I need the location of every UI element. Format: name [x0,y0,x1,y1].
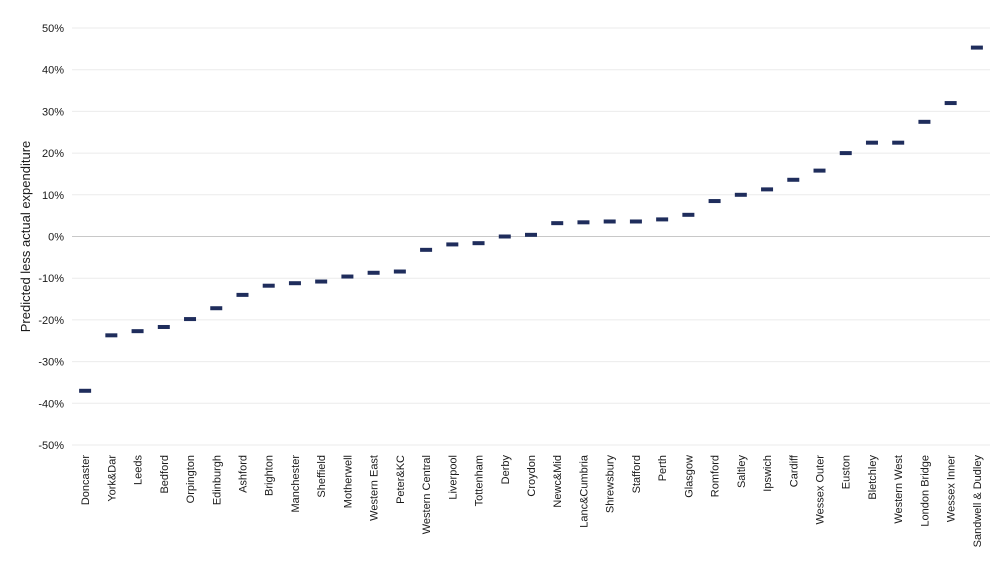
x-tick-label: Sandwell & Dudley [972,455,984,548]
data-point [420,247,433,252]
data-point [813,168,826,173]
x-tick-label: Edinburgh [211,455,223,505]
x-tick-label: London Bridge [919,455,931,527]
x-tick-label: Euston [841,455,853,489]
x-tick-label: Liverpool [447,455,459,500]
data-point [708,199,721,204]
x-tick-label: Lanc&Cumbria [578,454,590,528]
x-tick-label: Stafford [631,455,643,493]
x-tick-label: Orpington [185,455,197,503]
data-marks [79,45,983,393]
data-point [105,333,118,338]
data-point [498,234,511,239]
data-point [79,388,92,393]
data-point [262,283,275,288]
data-point [367,270,380,275]
y-tick-label: 0% [48,232,64,244]
y-tick-label: -40% [38,398,64,410]
data-point [472,241,485,246]
x-tick-label: Doncaster [80,455,92,505]
x-tick-label: Motherwell [342,455,354,508]
x-tick-label: Saltley [736,455,748,489]
y-tick-label: 40% [42,65,64,77]
x-tick-label: York&Dar [106,455,118,502]
data-point [184,317,197,322]
data-point [577,220,590,225]
data-point [839,151,852,156]
data-point [970,45,983,50]
y-axis-ticks: -50% -40% -30% -20% -10% 0% 10% 20% 30% 40% 50% [38,23,64,452]
x-tick-label: Wessex Inner [946,455,958,522]
x-tick-label: Western Central [421,455,433,534]
data-point [210,306,223,311]
x-tick-label: Ipswich [762,455,774,492]
data-point [865,140,878,145]
data-point [288,281,301,286]
x-tick-label: Tottenham [474,455,486,506]
data-point [734,192,747,197]
x-tick-label: Wessex Outer [815,455,827,525]
data-point [393,269,406,274]
data-point [551,221,564,226]
data-point [315,279,328,284]
x-tick-label: Leeds [133,455,145,485]
x-tick-label: Ashford [237,455,249,493]
y-tick-label: -30% [38,357,64,369]
x-tick-label: Manchester [290,455,302,513]
x-tick-label: Newc&Mid [552,455,564,508]
data-point [656,217,669,222]
y-tick-label: 20% [42,148,64,160]
y-tick-label: -50% [38,440,64,452]
data-point [131,329,144,334]
y-tick-label: 30% [42,106,64,118]
data-point [446,242,459,247]
y-tick-label: 50% [42,23,64,35]
data-point [525,232,537,237]
x-axis-ticks: Doncaster York&Dar Leeds Bedford Orpington Ed… [80,454,984,547]
data-point [341,274,354,279]
x-tick-label: Bedford [159,455,171,494]
data-point [787,177,800,182]
y-tick-label: -10% [38,273,64,285]
x-tick-label: Western East [369,455,381,521]
y-tick-label: -20% [38,315,64,327]
data-point [892,140,905,145]
x-tick-label: Bletchley [867,455,879,500]
x-tick-label: Derby [500,455,512,485]
x-tick-label: Brighton [264,455,276,496]
data-point [761,187,774,192]
x-tick-label: Glasgow [683,455,695,498]
data-point [236,292,249,297]
y-tick-label: 10% [42,190,64,202]
data-point [682,212,695,217]
data-point [629,219,642,224]
data-point [918,119,931,124]
x-tick-label: Romford [710,455,722,497]
x-tick-label: Croydon [526,455,538,497]
data-point [157,324,170,329]
x-tick-label: Perth [657,455,669,481]
x-tick-label: Peter&KC [395,455,407,504]
x-tick-label: Sheffield [316,455,328,498]
data-point [603,219,616,224]
x-tick-label: Shrewsbury [605,455,617,514]
x-tick-label: Western West [893,455,905,524]
x-tick-label: Cardiff [788,454,800,487]
data-point [944,101,957,106]
y-axis-label: Predicted less actual expenditure [18,141,33,333]
